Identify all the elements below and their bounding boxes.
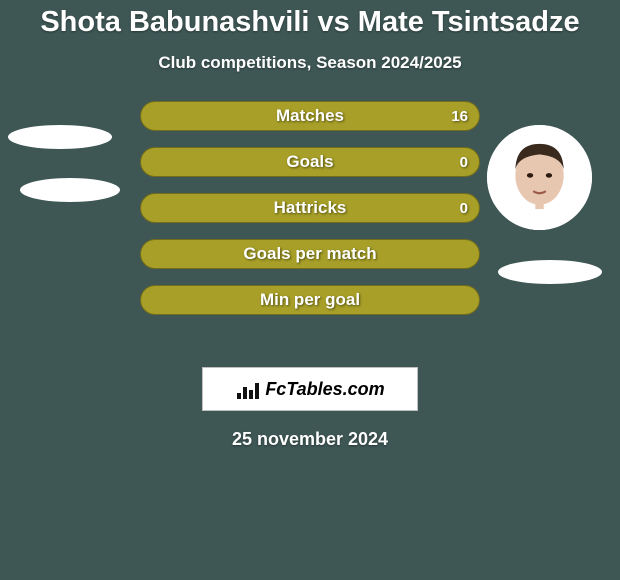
stat-bar-row: Goals per match: [140, 239, 480, 269]
stat-bar-row: Min per goal: [140, 285, 480, 315]
player-right-face-icon: [487, 125, 592, 230]
stat-bar-row: Goals0: [140, 147, 480, 177]
date-text: 25 november 2024: [0, 429, 620, 450]
stat-bar-label: Goals per match: [140, 239, 480, 269]
stat-bar-label: Hattricks: [140, 193, 480, 223]
stat-bar-label: Goals: [140, 147, 480, 177]
stat-bar-row: Matches16: [140, 101, 480, 131]
stat-bar-label: Matches: [140, 101, 480, 131]
fctables-logo-text: FcTables.com: [265, 379, 384, 400]
comparison-infographic: Shota Babunashvili vs Mate Tsintsadze Cl…: [0, 0, 620, 580]
fctables-bars-icon: [235, 379, 259, 399]
stat-bar-row: Hattricks0: [140, 193, 480, 223]
pill-left-2: [20, 178, 120, 202]
stat-bar-label: Min per goal: [140, 285, 480, 315]
player-right-avatar: [487, 125, 592, 230]
pill-left-1: [8, 125, 112, 149]
pill-right-1: [498, 260, 602, 284]
stat-bar-value-right: 0: [460, 193, 468, 223]
page-title: Shota Babunashvili vs Mate Tsintsadze: [0, 0, 620, 39]
stat-bar-value-right: 16: [451, 101, 468, 131]
stat-bars: Matches16Goals0Hattricks0Goals per match…: [140, 101, 480, 331]
stat-bar-value-right: 0: [460, 147, 468, 177]
subtitle: Club competitions, Season 2024/2025: [0, 53, 620, 73]
fctables-logo-box: FcTables.com: [202, 367, 418, 411]
